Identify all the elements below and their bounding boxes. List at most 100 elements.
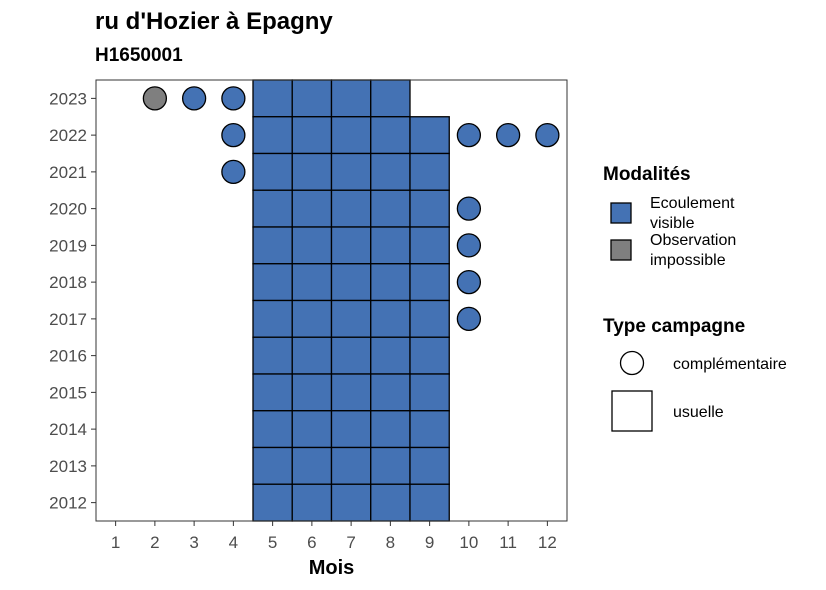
usuelle-cell-2016-7 [330, 336, 372, 375]
y-tick-label: 2020 [49, 200, 87, 219]
complementaire-point-2022-12 [535, 122, 560, 148]
usuelle-cell-2012-8 [370, 483, 411, 522]
usuelle-cell-2014-5 [252, 410, 293, 449]
chart-title: ru d'Hozier à Epagny [95, 8, 333, 35]
complementaire-point-2021-4 [221, 159, 246, 185]
legend-label-line1: Ecoulement [650, 195, 735, 212]
complementaire-point-2022-11 [495, 122, 521, 148]
x-axis-title: Mois [309, 557, 355, 579]
y-tick-label: 2022 [49, 126, 87, 145]
usuelle-cell-2023-6 [291, 79, 333, 118]
usuelle-cell-2014-7 [330, 410, 372, 449]
complementaire-point-2023-4 [221, 86, 246, 111]
usuelle-cell-2019-9 [409, 226, 450, 265]
legend-square-key [611, 390, 653, 432]
usuelle-cell-2019-7 [330, 226, 372, 265]
usuelle-cell-2023-5 [252, 79, 293, 118]
usuelle-cell-2017-5 [252, 299, 293, 338]
usuelle-cell-2013-9 [409, 446, 450, 485]
usuelle-cell-2019-5 [252, 226, 293, 265]
x-tick-label: 4 [229, 533, 238, 552]
usuelle-cell-2013-7 [330, 446, 372, 485]
legend-modalites-title: Modalités [603, 164, 691, 185]
complementaire-point-2018-10 [456, 269, 482, 295]
plot-panel-border [95, 79, 568, 522]
complementaire-point-2023-3 [181, 86, 207, 111]
usuelle-cell-2023-8 [370, 79, 411, 118]
usuelle-cell-2020-9 [409, 189, 450, 228]
x-tick-label: 6 [307, 533, 316, 552]
y-tick-label: 2012 [49, 494, 87, 513]
usuelle-cell-2012-6 [291, 483, 333, 522]
usuelle-cell-2020-8 [370, 189, 411, 228]
usuelle-cell-2014-8 [370, 410, 411, 449]
usuelle-cell-2021-8 [370, 152, 411, 191]
usuelle-cell-2017-7 [330, 299, 372, 338]
y-tick-label: 2017 [49, 310, 87, 329]
legend-campagne-title: Type campagne [603, 316, 745, 337]
usuelle-cell-2018-6 [291, 263, 333, 302]
usuelle-cell-2023-7 [330, 79, 372, 118]
usuelle-cell-2014-6 [291, 410, 333, 449]
usuelle-cell-2012-7 [330, 483, 372, 522]
complementaire-point-2022-4 [221, 122, 246, 148]
usuelle-cell-2017-6 [291, 299, 333, 338]
usuelle-cell-2020-5 [252, 189, 293, 228]
legend-circle-key [619, 350, 645, 376]
complementaire-point-2019-10 [456, 233, 482, 258]
usuelle-cell-2018-7 [330, 263, 372, 302]
usuelle-cell-2018-5 [252, 263, 293, 302]
x-tick-label: 8 [386, 533, 395, 552]
usuelle-cell-2022-6 [291, 116, 333, 155]
usuelle-cell-2012-9 [409, 483, 450, 522]
usuelle-cell-2017-8 [370, 299, 411, 338]
y-tick-label: 2023 [49, 89, 87, 108]
chart-subtitle: H1650001 [95, 45, 183, 66]
complementaire-point-2023-2 [142, 86, 168, 111]
usuelle-cell-2016-6 [291, 336, 333, 375]
x-tick-label: 10 [459, 533, 478, 552]
legend-usuelle-label: usuelle [673, 404, 724, 421]
x-tick-label: 1 [111, 533, 120, 552]
usuelle-cell-2022-7 [330, 116, 372, 155]
x-tick-label: 9 [425, 533, 434, 552]
usuelle-cell-2015-9 [409, 373, 450, 412]
usuelle-cell-2017-9 [409, 299, 450, 338]
y-tick-label: 2018 [49, 273, 87, 292]
usuelle-cell-2021-9 [409, 152, 450, 191]
x-tick-label: 12 [538, 533, 557, 552]
legend-key-2 [610, 239, 632, 261]
y-tick-label: 2013 [49, 457, 87, 476]
usuelle-cell-2022-8 [370, 116, 411, 155]
usuelle-cell-2018-9 [409, 263, 450, 302]
usuelle-cell-2012-5 [252, 483, 293, 522]
usuelle-cell-2019-8 [370, 226, 411, 265]
usuelle-cell-2020-7 [330, 189, 372, 228]
usuelle-cell-2021-6 [291, 152, 333, 191]
legend-complementaire-label: complémentaire [673, 356, 787, 373]
x-tick-label: 5 [268, 533, 277, 552]
usuelle-cell-2015-5 [252, 373, 293, 412]
complementaire-point-2022-10 [456, 122, 482, 148]
x-tick-label: 7 [346, 533, 355, 552]
usuelle-cell-2018-8 [370, 263, 411, 302]
usuelle-cell-2021-5 [252, 152, 293, 191]
usuelle-cell-2019-6 [291, 226, 333, 265]
complementaire-point-2017-10 [456, 306, 482, 332]
usuelle-cell-2013-8 [370, 446, 411, 485]
legend-label-line1: Observation [650, 232, 736, 249]
usuelle-cell-2021-7 [330, 152, 372, 191]
usuelle-cell-2015-6 [291, 373, 333, 412]
usuelle-cell-2016-9 [409, 336, 450, 375]
y-tick-label: 2015 [49, 383, 87, 402]
usuelle-cell-2014-9 [409, 410, 450, 449]
usuelle-cell-2020-6 [291, 189, 333, 228]
x-tick-label: 3 [189, 533, 198, 552]
y-tick-label: 2019 [49, 236, 87, 255]
x-tick-label: 11 [499, 533, 517, 552]
x-tick-label: 2 [150, 533, 159, 552]
legend-label-line2: visible [650, 215, 695, 232]
usuelle-cell-2015-8 [370, 373, 411, 412]
complementaire-point-2020-10 [456, 196, 482, 221]
